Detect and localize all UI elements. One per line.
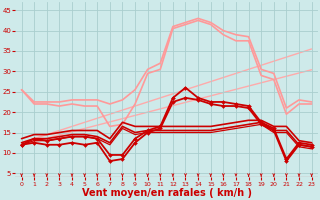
X-axis label: Vent moyen/en rafales ( km/h ): Vent moyen/en rafales ( km/h ) (82, 188, 252, 198)
